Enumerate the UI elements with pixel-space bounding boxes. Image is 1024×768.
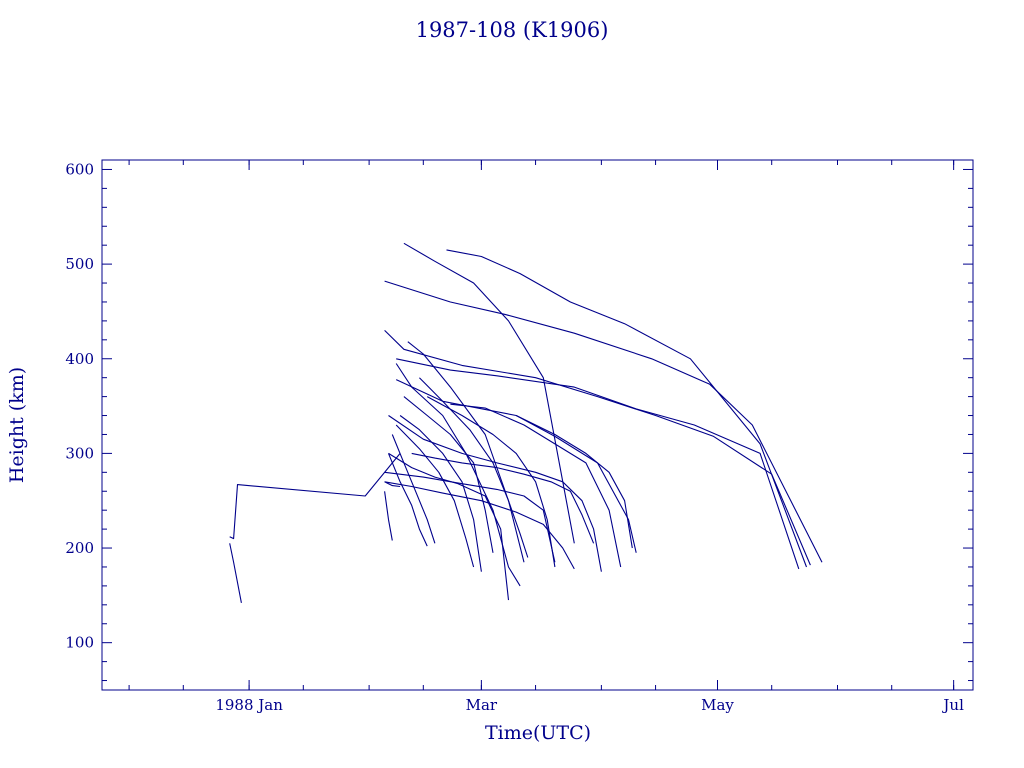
series-line xyxy=(384,481,575,570)
series-line xyxy=(229,453,401,540)
x-tick-label: May xyxy=(701,696,734,714)
x-tick-label: Mar xyxy=(466,696,498,714)
series-line xyxy=(384,280,823,563)
series-line xyxy=(426,396,556,568)
series-line xyxy=(411,452,595,544)
y-tick-label: 600 xyxy=(65,160,94,178)
series-line xyxy=(407,341,525,563)
series-line xyxy=(450,403,622,568)
series-line xyxy=(391,434,436,544)
series-line xyxy=(395,424,475,568)
chart-title: 1987-108 (K1906) xyxy=(416,18,609,42)
y-tick-label: 500 xyxy=(65,255,94,273)
series-line xyxy=(384,491,393,541)
x-axis-label: Time(UTC) xyxy=(485,722,591,744)
series-line xyxy=(399,415,482,572)
y-tick-label: 300 xyxy=(65,444,94,462)
series-line xyxy=(388,415,602,572)
series-line xyxy=(229,543,242,604)
x-tick-label: Jul xyxy=(941,696,964,714)
series-line xyxy=(396,358,800,570)
series-line xyxy=(388,452,510,601)
y-tick-label: 400 xyxy=(65,350,94,368)
plot-frame xyxy=(101,159,974,691)
series-line xyxy=(403,396,494,553)
series-group xyxy=(229,242,823,604)
series-line xyxy=(384,481,401,488)
y-axis-label: Height (km) xyxy=(6,367,28,483)
series-line xyxy=(515,415,633,549)
series-line xyxy=(446,249,808,568)
series-line xyxy=(419,377,529,558)
y-tick-label: 100 xyxy=(65,634,94,652)
series-line xyxy=(403,242,575,544)
y-tick-label: 200 xyxy=(65,539,94,557)
series-line xyxy=(384,471,556,563)
series-line xyxy=(387,453,428,547)
x-tick-label: 1988 Jan xyxy=(215,696,283,714)
y-axis: 100 200 300 400 500 600 xyxy=(65,160,973,682)
x-axis: 1988 Jan Mar May Jul xyxy=(128,160,964,714)
